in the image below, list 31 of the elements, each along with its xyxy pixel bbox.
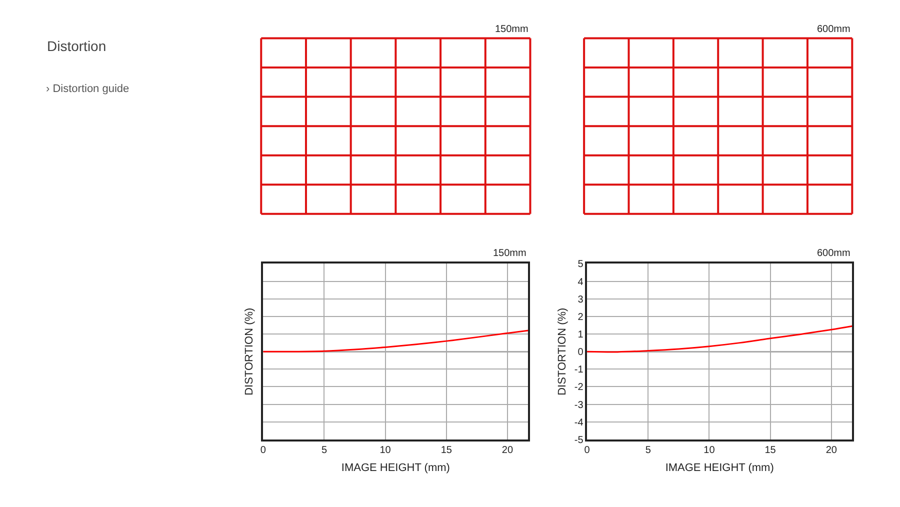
y-tick-label: 4 bbox=[578, 276, 584, 288]
y-tick-label: 1 bbox=[578, 330, 584, 341]
x-tick-label: 0 bbox=[260, 445, 266, 456]
y-axis-title: DISTORTION (%) bbox=[244, 308, 256, 396]
x-tick-label: 10 bbox=[704, 445, 716, 456]
y-tick-label: -1 bbox=[574, 364, 584, 376]
text: 600mm bbox=[817, 24, 850, 35]
x-tick-label: 15 bbox=[764, 445, 776, 456]
line-series bbox=[587, 325, 852, 353]
y-tick-label: 0 bbox=[578, 347, 584, 358]
text: › Distortion guide bbox=[46, 83, 130, 95]
x-tick-label: 15 bbox=[440, 445, 452, 456]
text: Distortion bbox=[47, 38, 106, 54]
y-tick-label: -5 bbox=[574, 434, 584, 446]
y-tick-label: 5 bbox=[578, 259, 584, 270]
x-axis-title: IMAGE HEIGHT (mm) bbox=[665, 462, 774, 474]
chart-title: 600mm bbox=[817, 248, 850, 259]
x-tick-label: 5 bbox=[645, 445, 652, 456]
x-tick-label: 5 bbox=[321, 445, 328, 456]
y-tick-label: 2 bbox=[578, 312, 584, 323]
x-tick-label: 10 bbox=[380, 445, 392, 456]
y-axis-title: DISTORTION (%) bbox=[556, 308, 569, 396]
y-tick-label: -3 bbox=[574, 400, 584, 411]
y-tick-label: -4 bbox=[574, 417, 584, 428]
chart-title: 150mm bbox=[493, 248, 526, 259]
x-tick-label: 20 bbox=[826, 445, 838, 456]
y-tick-label: 3 bbox=[578, 294, 584, 306]
x-tick-label: 20 bbox=[502, 445, 514, 456]
x-axis-title: IMAGE HEIGHT (mm) bbox=[341, 462, 450, 474]
y-tick-label: -2 bbox=[574, 382, 584, 394]
text: 150mm bbox=[495, 24, 528, 35]
